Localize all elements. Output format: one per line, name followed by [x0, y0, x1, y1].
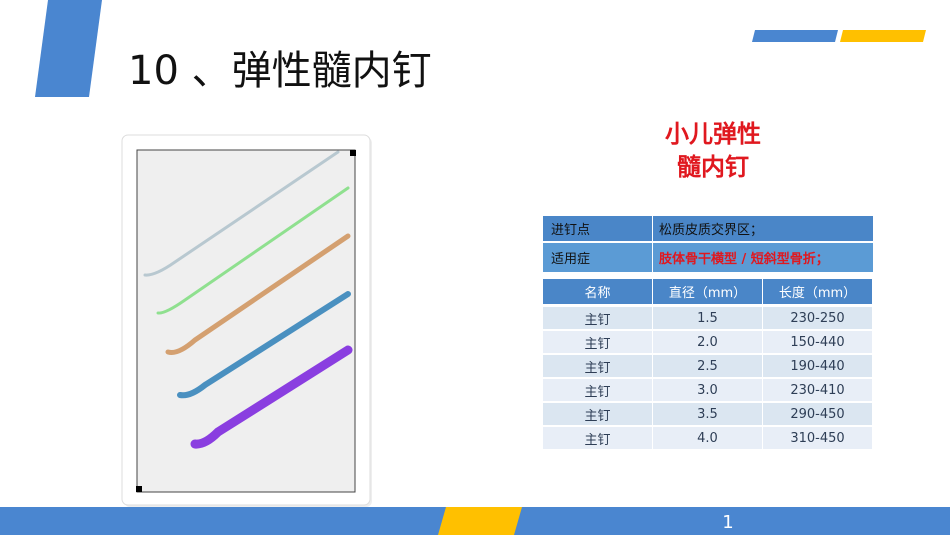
table-cell: 主钉: [543, 307, 652, 329]
table-cell: 肢体骨干横型 / 短斜型骨折；: [653, 243, 873, 272]
slide-title: 10 、弹性髓内钉: [128, 48, 432, 94]
table-cell: 310-450: [763, 427, 872, 449]
table-cell: 主钉: [543, 379, 652, 401]
table-cell: 松质皮质交界区；: [653, 216, 873, 241]
table-cell: 进钉点: [543, 216, 652, 241]
table-cell: 3.0: [653, 379, 762, 401]
table-cell: 主钉: [543, 355, 652, 377]
table-cell: 主钉: [543, 427, 652, 449]
page-number: 1: [722, 512, 734, 533]
table-cell: 主钉: [543, 331, 652, 353]
table-cell: 150-440: [763, 331, 872, 353]
table-cell: 适用症: [543, 243, 652, 272]
subtitle: 小儿弹性 髓内钉: [613, 118, 813, 184]
table-cell: 190-440: [763, 355, 872, 377]
subtitle-line: 髓内钉: [677, 153, 749, 181]
table-cell: 主钉: [543, 403, 652, 425]
table-cell: 长度（mm）: [763, 279, 872, 304]
table-cell: 名称: [543, 279, 652, 304]
table-cell: 2.0: [653, 331, 762, 353]
table-cell: 直径（mm）: [653, 279, 762, 304]
table-cell: 3.5: [653, 403, 762, 425]
table-cell: 230-410: [763, 379, 872, 401]
table-cell: 2.5: [653, 355, 762, 377]
table-cell: 1.5: [653, 307, 762, 329]
subtitle-line: 小儿弹性: [665, 120, 761, 148]
table-cell: 230-250: [763, 307, 872, 329]
table-cell: 4.0: [653, 427, 762, 449]
table-cell: 290-450: [763, 403, 872, 425]
